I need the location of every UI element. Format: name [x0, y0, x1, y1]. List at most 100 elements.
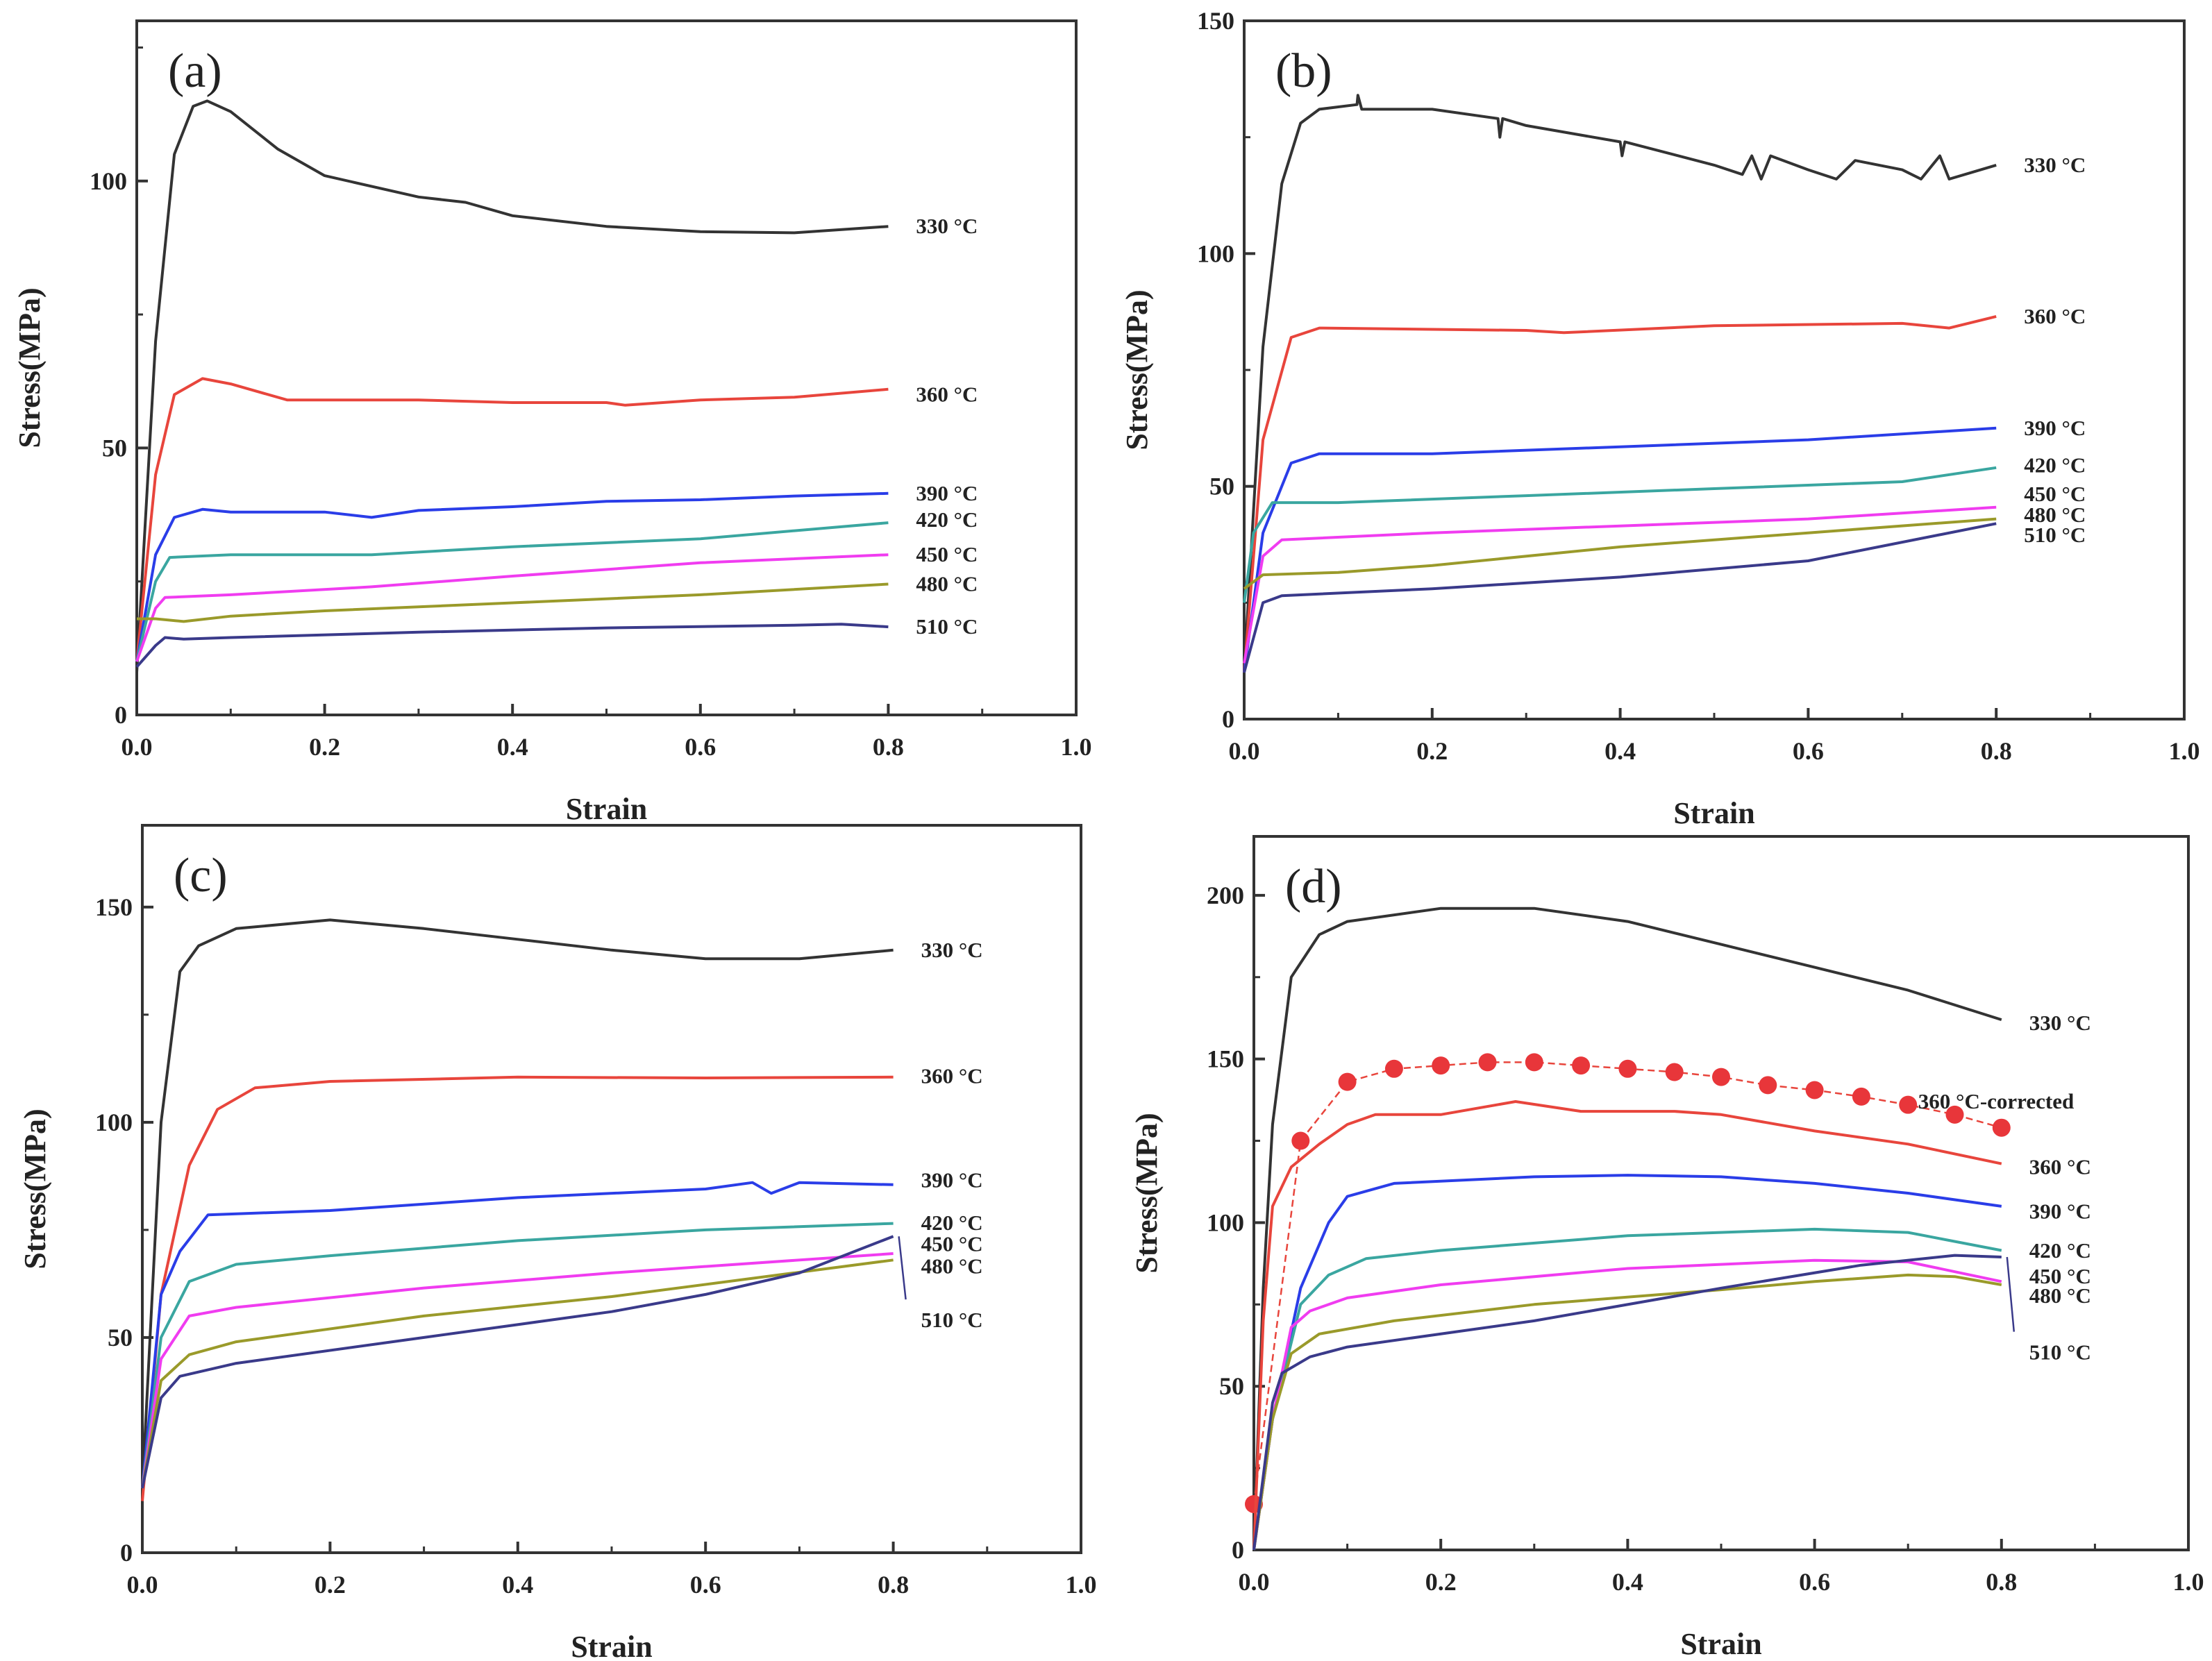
series-label: 360 °C: [2024, 304, 2086, 328]
series-label: 360 °C: [921, 1064, 983, 1088]
y-tick-label: 100: [1207, 1208, 1244, 1236]
y-tick-label: 150: [1197, 7, 1234, 35]
x-tick-label: 0.6: [685, 733, 716, 761]
series-label: 330 °C: [2024, 153, 2086, 177]
series-label: 450 °C: [2024, 482, 2086, 506]
series-label: 360 °C-corrected: [1918, 1089, 2074, 1113]
x-tick-label: 0.6: [1799, 1568, 1830, 1596]
chart-panel-c: 0.0 0.2 0.4 0.6 0.8 1.0 0 50 100 150 Strain Stress(…: [18, 824, 1097, 1661]
series-label: 330 °C: [2029, 1011, 2091, 1035]
series-line-390-c: [1243, 426, 1997, 673]
series-label: 510 °C: [916, 614, 978, 639]
data-point-marker: [1618, 1059, 1637, 1078]
panel-tag: (b): [1275, 44, 1332, 98]
data-point-marker: [1945, 1105, 1964, 1124]
data-point-marker: [1759, 1076, 1777, 1095]
y-tick-label: 150: [95, 893, 133, 921]
series-label: 480 °C: [921, 1254, 983, 1279]
series-label: 420 °C: [2029, 1238, 2091, 1263]
series-label: 390 °C: [2024, 416, 2086, 440]
y-tick-label: 50: [1219, 1372, 1244, 1400]
series-line-450-c: [1243, 505, 1997, 664]
y-tick-label: 150: [1207, 1045, 1244, 1073]
x-tick-label: 0.0: [122, 733, 153, 761]
x-tick-label: 0.0: [1229, 737, 1260, 765]
data-point-marker: [1852, 1087, 1870, 1106]
y-axis-title: Stress(MPa): [18, 1108, 52, 1269]
series-line-510-c: [1252, 1254, 2002, 1551]
data-point-marker: [1432, 1056, 1450, 1075]
y-axis-title: Stress(MPa): [1130, 1113, 1164, 1273]
y-tick-label: 100: [1197, 239, 1234, 267]
x-tick-label: 0.2: [1416, 737, 1448, 765]
series-line-390-c: [135, 491, 889, 662]
x-tick-label: 0.8: [878, 1571, 909, 1599]
series-line-510-c: [141, 1235, 894, 1489]
series-line-360-c: [135, 377, 889, 662]
chart-panel-b: 0.0 0.2 0.4 0.6 0.8 1.0 0 50 100 150 Strain Stress(…: [1120, 7, 2200, 830]
series-line-420-c: [1252, 1227, 2002, 1551]
y-tick-label: 100: [95, 1108, 133, 1136]
x-tick-label: 1.0: [2173, 1568, 2204, 1596]
x-tick-label: 0.0: [1239, 1568, 1270, 1596]
data-point-marker: [1384, 1059, 1403, 1078]
panel-tag: (c): [174, 849, 228, 902]
data-point-marker: [1805, 1081, 1824, 1099]
data-point-marker: [1572, 1056, 1591, 1075]
x-tick-label: 0.8: [1981, 737, 2012, 765]
series-line-480-c: [141, 1258, 894, 1489]
y-tick-label: 50: [1209, 473, 1234, 500]
series-line-390-c: [1252, 1174, 2002, 1551]
x-axis-title: Strain: [571, 1630, 652, 1661]
plot-frame: [135, 19, 1078, 716]
x-tick-label: 0.2: [1425, 1568, 1457, 1596]
series-label: 480 °C: [2029, 1283, 2091, 1308]
y-tick-label: 0: [120, 1539, 133, 1567]
series-line-330-c: [1243, 94, 1997, 673]
series-label: 480 °C: [2024, 503, 2086, 527]
x-tick-label: 0.4: [502, 1571, 533, 1599]
x-tick-label: 1.0: [2169, 737, 2200, 765]
x-tick-label: 0.8: [873, 733, 904, 761]
x-tick-label: 1.0: [1066, 1571, 1097, 1599]
x-axis-title: Strain: [1680, 1627, 1761, 1661]
panel-tag: (a): [168, 44, 222, 98]
chart-panel-a: 0.0 0.2 0.4 0.6 0.8 1.0 0 50 100 Strain Stress(MPa…: [12, 19, 1092, 826]
series-label: 390 °C: [916, 481, 978, 505]
series-line-330-c: [1252, 907, 2002, 1551]
series-line-420-c: [135, 521, 889, 662]
data-point-marker: [1291, 1131, 1310, 1150]
label-leader-line: [898, 1236, 907, 1300]
x-tick-label: 0.4: [1612, 1568, 1643, 1596]
x-tick-label: 1.0: [1061, 733, 1092, 761]
y-tick-label: 50: [108, 1324, 133, 1351]
data-point-marker: [1712, 1068, 1730, 1086]
series-line-330-c: [135, 99, 889, 673]
series-label: 450 °C: [921, 1231, 983, 1256]
series-line-510-c: [1243, 522, 1997, 673]
series-label: 450 °C: [2029, 1264, 2091, 1288]
data-point-marker: [1525, 1053, 1543, 1072]
panel-tag: (d): [1285, 860, 1342, 913]
series-line-390-c: [141, 1181, 894, 1489]
x-tick-label: 0.4: [497, 733, 528, 761]
x-axis-title: Strain: [566, 792, 647, 826]
x-tick-label: 0.2: [309, 733, 340, 761]
series-line-420-c: [141, 1222, 894, 1489]
series-line-450-c: [141, 1252, 894, 1489]
y-tick-label: 50: [102, 434, 127, 462]
series-line-480-c: [1252, 1273, 2002, 1551]
y-tick-label: 0: [1232, 1536, 1244, 1564]
data-point-marker: [1478, 1053, 1497, 1072]
series-line-360-c: [1252, 1100, 2002, 1551]
label-leader-line: [2006, 1256, 2016, 1332]
y-tick-label: 0: [115, 701, 127, 729]
x-tick-label: 0.8: [1986, 1568, 2017, 1596]
data-point-marker: [1665, 1063, 1684, 1081]
y-tick-label: 200: [1207, 882, 1244, 909]
series-line-360-c-corrected: [1252, 1061, 2002, 1505]
plot-frame: [1243, 19, 2186, 720]
series-line-330-c: [141, 918, 894, 1489]
series-line-510-c: [135, 623, 889, 668]
